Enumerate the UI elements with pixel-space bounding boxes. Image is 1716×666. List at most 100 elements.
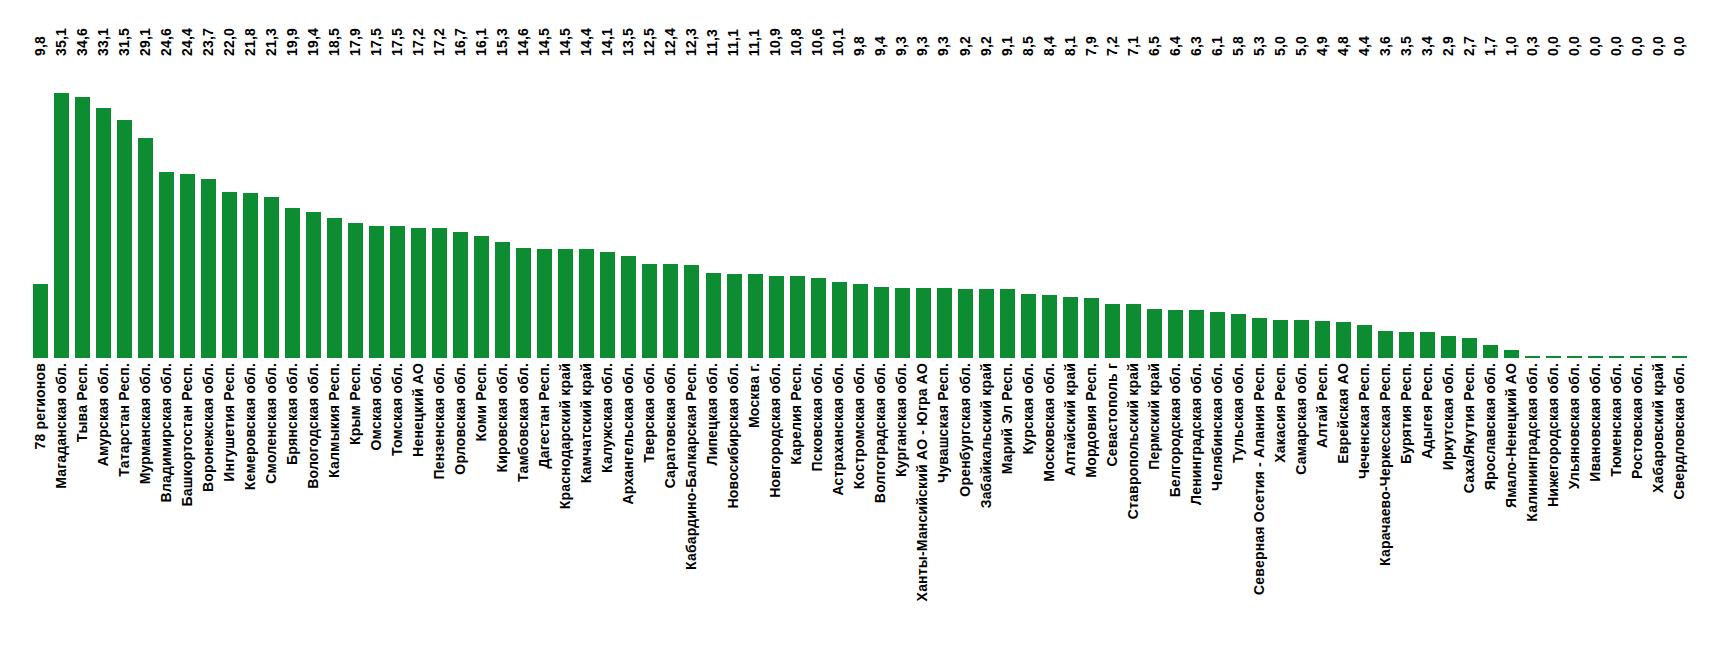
bar-value-text: 3,5	[1399, 36, 1414, 56]
bar-category-text: Тыва Респ.	[75, 363, 90, 442]
bar-category-label: Ленинградская обл.	[1186, 358, 1207, 666]
bar-column: 5,8Тульская обл.	[1228, 0, 1249, 666]
bar	[453, 232, 468, 358]
bar-slot	[1585, 56, 1606, 358]
bar-category-label: Амурская обл.	[93, 358, 114, 666]
bar-category-label: Калужская обл.	[597, 358, 618, 666]
bar-category-text: Тверская обл.	[642, 363, 657, 463]
bar-value-text: 22,0	[222, 28, 237, 56]
bar-value-label: 16,7	[450, 0, 471, 56]
bar-column: 1,0Ямало-Ненецкий АО	[1501, 0, 1522, 666]
bar-column: 0,0Хабаровский край	[1648, 0, 1669, 666]
bar-slot	[240, 56, 261, 358]
bar-column: 21,3Смоленская обл.	[261, 0, 282, 666]
bar-value-text: 5,0	[1273, 36, 1288, 56]
bar-slot	[135, 56, 156, 358]
bar	[1147, 309, 1162, 358]
bar-value-label: 0,3	[1522, 0, 1543, 56]
bar-value-label: 8,1	[1060, 0, 1081, 56]
bar-category-text: Амурская обл.	[96, 363, 111, 466]
bar-value-text: 3,4	[1420, 36, 1435, 56]
bar-category-text: Тульская обл.	[1231, 363, 1246, 463]
bar-slot	[51, 56, 72, 358]
bar-column: 3,4 Адыгея Респ.	[1417, 0, 1438, 666]
bar-slot	[555, 56, 576, 358]
bar-value-text: 12,3	[684, 28, 699, 56]
bar-column: 0,0Ивановская обл.	[1585, 0, 1606, 666]
bar-category-text: Волгоградская обл.	[873, 363, 888, 503]
bar-value-text: 8,4	[1042, 36, 1057, 56]
bar-slot	[681, 56, 702, 358]
bar-column: 0,0 Тюменская обл.	[1606, 0, 1627, 666]
bar-value-label: 17,2	[408, 0, 429, 56]
bar-column: 0,3 Калининградская обл.	[1522, 0, 1543, 666]
bar-slot	[639, 56, 660, 358]
bar-value-label: 29,1	[135, 0, 156, 56]
bar-column: 34,6Тыва Респ.	[72, 0, 93, 666]
bar-slot	[1207, 56, 1228, 358]
bar-category-label: Тверская обл.	[639, 358, 660, 666]
bar-category-label: Ямало-Ненецкий АО	[1501, 358, 1522, 666]
bar-slot	[366, 56, 387, 358]
bar-column: 7,1Ставропольский край	[1123, 0, 1144, 666]
bar-category-label: Свердловская обл.	[1669, 358, 1690, 666]
bar	[1168, 310, 1183, 358]
bar-value-text: 4,8	[1336, 36, 1351, 56]
bar-slot	[934, 56, 955, 358]
bar-column: 10,8Карелия Респ.	[787, 0, 808, 666]
bar-value-label: 17,9	[345, 0, 366, 56]
bar-category-text: Калининградская обл.	[1525, 363, 1540, 522]
bar-column: 24,4Башкортостан Респ.	[177, 0, 198, 666]
bar	[790, 276, 805, 358]
bar-value-label: 9,3	[892, 0, 913, 56]
bar	[390, 226, 405, 358]
bar-value-text: 9,8	[852, 36, 867, 56]
bar-column: 31,5Татарстан Респ.	[114, 0, 135, 666]
bar-category-label: Адыгея Респ.	[1417, 358, 1438, 666]
bar-column: 12,4Саратовская обл.	[660, 0, 681, 666]
bar-value-text: 17,2	[432, 28, 447, 56]
bar-category-text: Хабаровский край	[1651, 363, 1666, 493]
bar-slot	[1249, 56, 1270, 358]
bar-slot	[513, 56, 534, 358]
bar-value-text: 8,5	[1021, 36, 1036, 56]
bar	[642, 264, 657, 358]
bar-value-text: 3,6	[1378, 36, 1393, 56]
bar-chart: 9,878 регионов35,1Магаданская обл.34,6Ты…	[0, 0, 1716, 666]
bar-slot	[1438, 56, 1459, 358]
bar-category-text: Костромская обл.	[852, 363, 867, 489]
bar-category-label: Тюменская обл.	[1606, 358, 1627, 666]
bar-category-label: Костромская обл.	[850, 358, 871, 666]
bar	[600, 252, 615, 358]
bar-slot	[997, 56, 1018, 358]
bar	[579, 249, 594, 358]
bar-category-text: Чувашская Респ.	[936, 363, 951, 483]
bar	[811, 278, 826, 358]
bar-value-label: 14,5	[534, 0, 555, 56]
bar-category-label: Волгоградская обл.	[871, 358, 892, 666]
bar-column: 2,7Саха/Якутия Респ.	[1459, 0, 1480, 666]
bar-value-text: 0,0	[1609, 36, 1624, 56]
bar-value-label: 9,8	[850, 0, 871, 56]
bar-column: 17,5Омская обл.	[366, 0, 387, 666]
bar	[537, 249, 552, 358]
bar-value-text: 9,3	[915, 36, 930, 56]
bar-category-text: Саха/Якутия Респ.	[1462, 363, 1477, 493]
bar-value-label: 23,7	[198, 0, 219, 56]
bar	[1273, 320, 1288, 358]
bar-slot	[1564, 56, 1585, 358]
bar-value-label: 31,5	[114, 0, 135, 56]
bar-category-label: Орловская обл.	[450, 358, 471, 666]
bar-category-label: Калининградская обл.	[1522, 358, 1543, 666]
bar-column: 17,2Пензенская обл.	[429, 0, 450, 666]
bar-category-label: Ханты-Мансийский АО - Югра АО	[913, 358, 934, 666]
bar-category-text: Севастополь г	[1105, 363, 1120, 467]
bar-slot	[1606, 56, 1627, 358]
bar-category-label: Магаданская обл.	[51, 358, 72, 666]
bar-column: 9,3 Ханты-Мансийский АО - Югра АО	[913, 0, 934, 666]
bar-column: 8,1Алтайский край	[1060, 0, 1081, 666]
bar	[853, 284, 868, 358]
bar-value-text: 0,0	[1672, 36, 1687, 56]
bar-category-label: Алтай Респ.	[1312, 358, 1333, 666]
bar-column: 8,4Московская обл.	[1039, 0, 1060, 666]
